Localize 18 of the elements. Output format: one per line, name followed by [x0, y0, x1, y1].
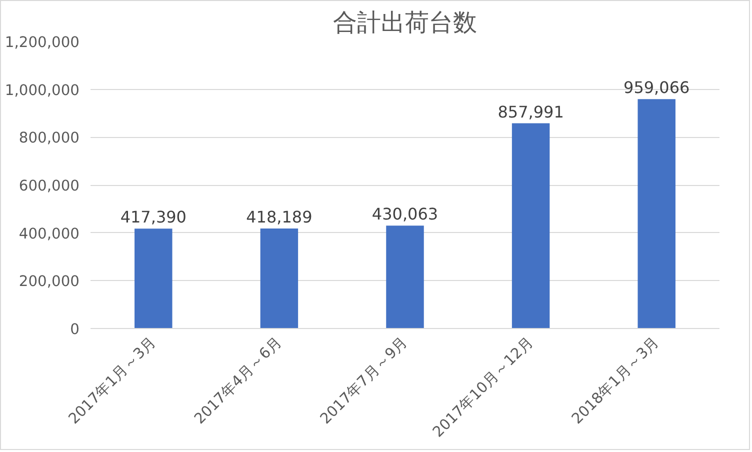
y-tick-label: 0 — [70, 321, 80, 338]
bar — [512, 123, 550, 328]
chart-title: 合計出荷台数 — [333, 8, 477, 36]
y-tick-label: 1,000,000 — [4, 82, 80, 99]
bar — [638, 99, 676, 328]
y-tick-label: 600,000 — [18, 178, 80, 194]
data-label: 959,066 — [624, 78, 690, 98]
bar — [386, 226, 424, 328]
data-label: 418,189 — [246, 207, 312, 226]
y-tick-label: 400,000 — [18, 225, 80, 242]
bar — [134, 228, 172, 328]
data-label: 857,991 — [498, 102, 564, 122]
y-tick-label: 200,000 — [18, 273, 80, 290]
y-tick-label: 800,000 — [18, 130, 80, 147]
bar — [260, 228, 298, 328]
data-label: 417,390 — [120, 208, 186, 227]
y-tick-label: 1,200,000 — [4, 34, 80, 51]
data-label: 430,063 — [372, 204, 438, 224]
